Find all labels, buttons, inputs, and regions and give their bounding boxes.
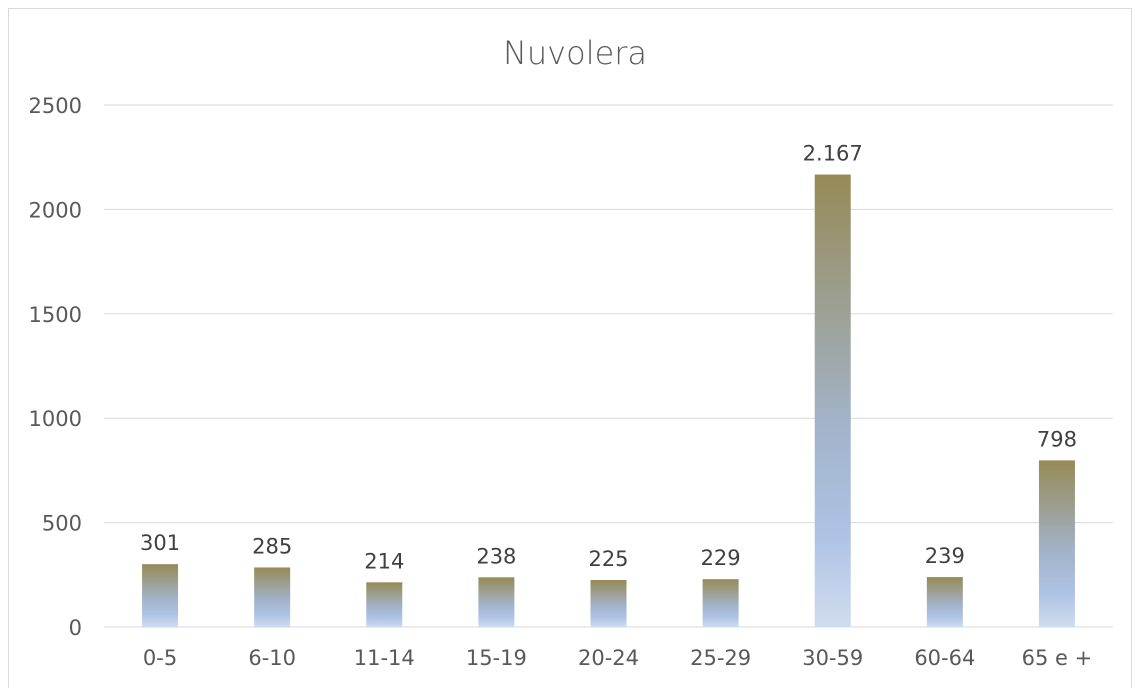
x-tick-label: 6-10 bbox=[248, 646, 296, 670]
data-label: 225 bbox=[588, 547, 628, 571]
bar bbox=[702, 579, 739, 627]
data-label: 239 bbox=[925, 544, 965, 568]
bar bbox=[366, 582, 403, 627]
y-tick-label: 1000 bbox=[29, 407, 82, 431]
x-tick-label: 15-19 bbox=[466, 646, 527, 670]
y-tick-label: 2500 bbox=[29, 94, 82, 118]
bar bbox=[926, 577, 963, 627]
bar bbox=[814, 174, 851, 627]
y-tick-label: 1500 bbox=[29, 303, 82, 327]
bars bbox=[142, 174, 1075, 627]
chart-title: Nuvolera bbox=[503, 34, 647, 72]
data-label: 2.167 bbox=[803, 142, 863, 166]
data-label: 798 bbox=[1037, 427, 1077, 451]
bar bbox=[590, 580, 627, 627]
data-label: 214 bbox=[364, 549, 404, 573]
x-tick-label: 65 e + bbox=[1022, 646, 1093, 670]
chart-frame bbox=[8, 8, 1132, 688]
data-labels: 301 285 214 238 225 229 2.167 239 798 bbox=[140, 142, 1077, 574]
bar bbox=[142, 564, 179, 627]
data-label: 229 bbox=[701, 546, 741, 570]
x-tick-label: 25-29 bbox=[690, 646, 751, 670]
data-label: 301 bbox=[140, 531, 180, 555]
y-tick-label: 500 bbox=[42, 512, 82, 536]
x-axis-ticks: 0-5 6-10 11-14 15-19 20-24 25-29 30-59 60-64 65 … bbox=[143, 646, 1092, 670]
x-tick-label: 11-14 bbox=[354, 646, 415, 670]
x-tick-label: 0-5 bbox=[143, 646, 177, 670]
bar bbox=[254, 567, 291, 627]
y-axis-ticks: 0 500 1000 1500 2000 2500 bbox=[29, 94, 82, 640]
x-tick-label: 30-59 bbox=[802, 646, 863, 670]
bar bbox=[1038, 460, 1075, 627]
y-tick-label: 2000 bbox=[29, 198, 82, 222]
data-label: 285 bbox=[252, 534, 292, 558]
x-tick-label: 20-24 bbox=[578, 646, 639, 670]
data-label: 238 bbox=[476, 544, 516, 568]
y-tick-label: 0 bbox=[69, 616, 82, 640]
bar bbox=[478, 577, 515, 627]
x-tick-label: 60-64 bbox=[914, 646, 975, 670]
